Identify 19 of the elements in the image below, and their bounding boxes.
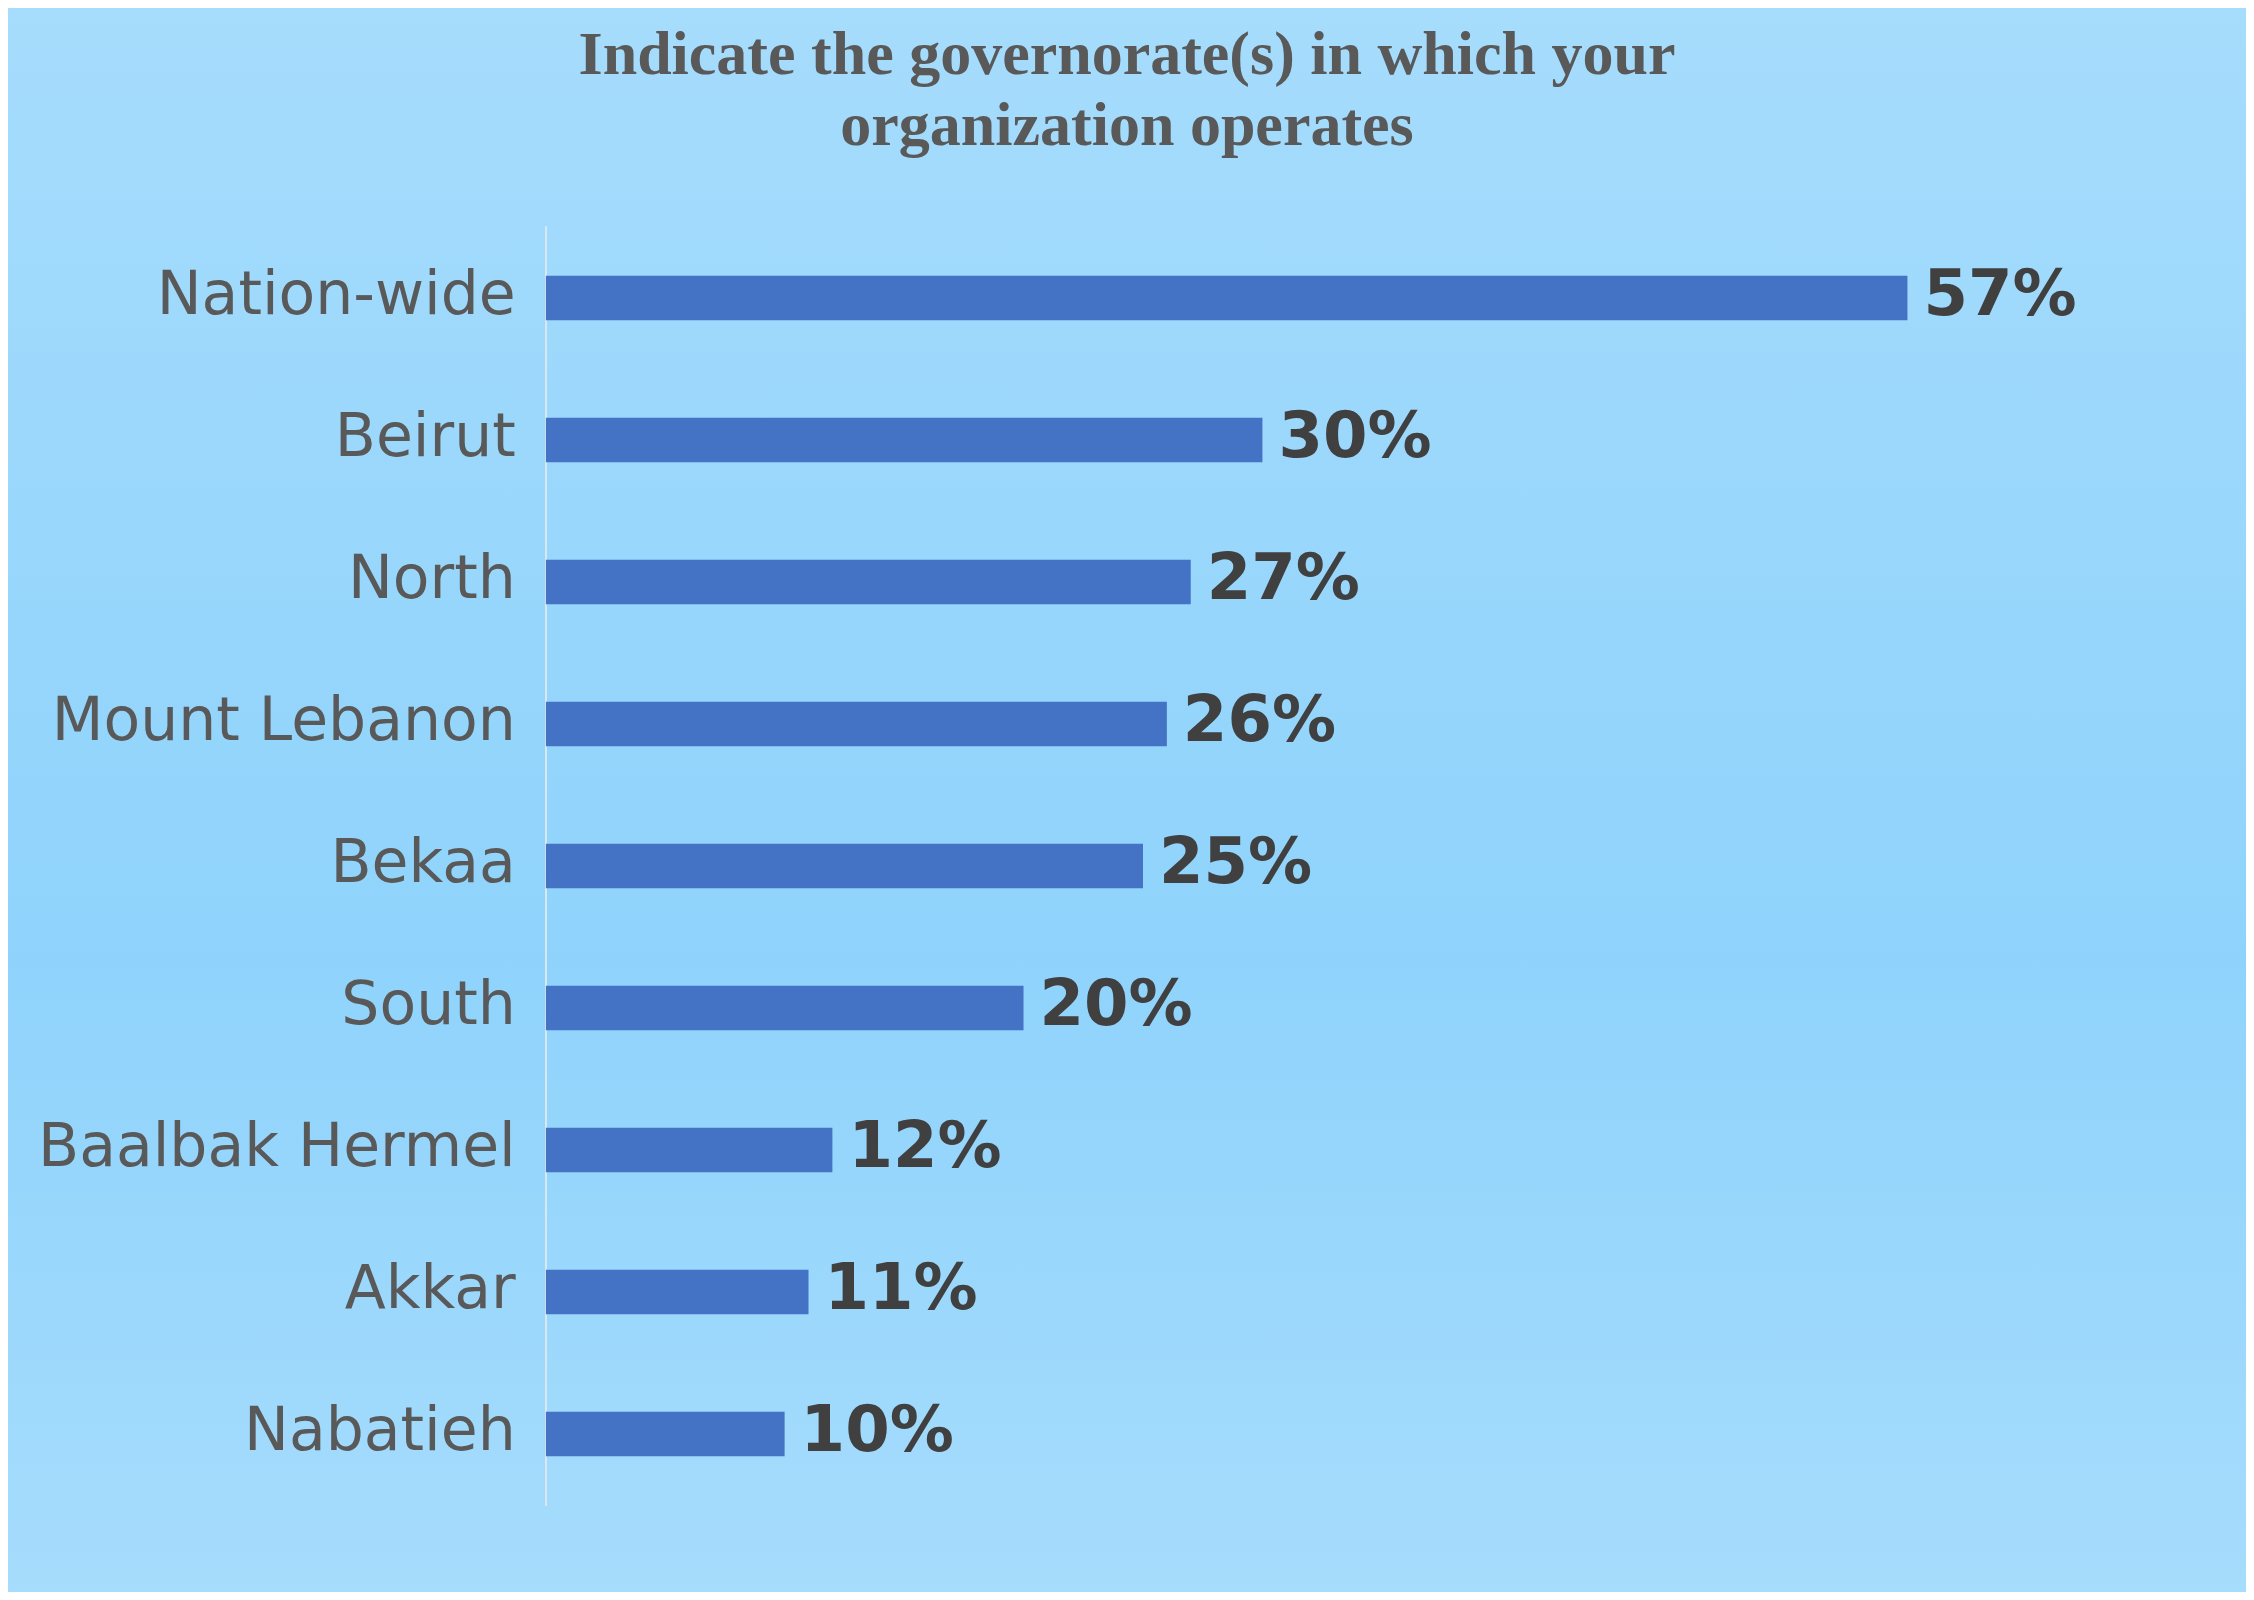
y-tick-label: Beirut	[334, 399, 516, 470]
data-label: 57%	[1923, 255, 2077, 330]
data-label: 11%	[824, 1249, 978, 1324]
data-label: 20%	[1039, 965, 1193, 1040]
y-tick-label: South	[341, 967, 516, 1038]
y-tick-label: Mount Lebanon	[51, 683, 516, 754]
data-label: 12%	[848, 1107, 1002, 1182]
y-tick-label: Nabatieh	[244, 1393, 516, 1464]
data-label: 26%	[1182, 681, 1337, 756]
data-label: 25%	[1158, 823, 1313, 898]
y-tick-label: Akkar	[344, 1251, 517, 1322]
data-label: 27%	[1206, 539, 1360, 614]
chart-title: Indicate the governorate(s) in which your organization operates	[577, 18, 1677, 161]
y-tick-label: Nation-wide	[156, 257, 516, 328]
y-tick-label: Bekaa	[330, 825, 516, 896]
y-tick-label: North	[347, 541, 516, 612]
data-label: 30%	[1278, 397, 1432, 472]
data-label: 10%	[800, 1391, 954, 1466]
y-tick-label: Baalbak Hermel	[38, 1109, 516, 1180]
